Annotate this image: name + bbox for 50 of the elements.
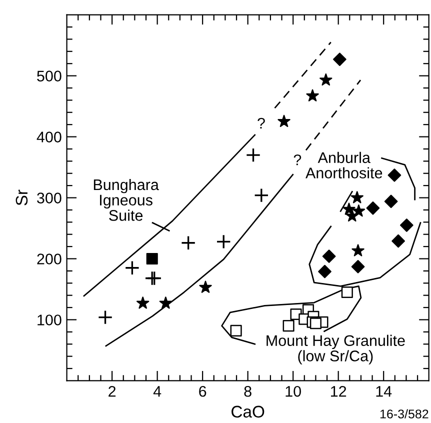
point (254, 188, 269, 203)
x-tick-label: 14 (376, 386, 392, 397)
point (230, 324, 242, 336)
x-tick-label: 8 (244, 386, 252, 397)
point (136, 296, 150, 309)
point (216, 234, 232, 250)
point (366, 201, 380, 215)
y-axis-title: Sr (16, 190, 28, 206)
annotation: Bunghara Igneous Suite (94, 178, 159, 221)
point (310, 318, 322, 330)
point (320, 73, 332, 86)
point (180, 235, 196, 250)
point (350, 191, 364, 204)
point (352, 204, 366, 217)
point (146, 252, 158, 265)
y-tick-label: 400 (36, 132, 62, 142)
x-axis-title: CaO (232, 406, 264, 418)
x-tick-label: 4 (153, 386, 162, 397)
point (346, 209, 358, 222)
point (306, 89, 319, 102)
point (282, 320, 294, 332)
annotation: Mount Hay Granulite (low Sr/Ca) (266, 334, 405, 364)
point (352, 244, 364, 256)
point (351, 260, 365, 274)
point (384, 194, 398, 208)
annotation: ? (294, 154, 302, 166)
x-tick-label: 12 (331, 386, 346, 397)
y-tick-label: 200 (37, 254, 62, 264)
text: 16-3/582 (380, 409, 428, 418)
y-tick-label: 300 (37, 192, 62, 204)
y-tick-label: 500 (37, 70, 62, 82)
point (318, 264, 332, 278)
x-tick-label: 10 (286, 386, 301, 397)
x-tick-label: 2 (108, 386, 116, 397)
point (159, 296, 172, 309)
point (124, 260, 140, 276)
point (388, 168, 402, 182)
point (400, 218, 414, 232)
point (322, 250, 336, 263)
point (392, 234, 405, 248)
point (199, 280, 212, 293)
point (278, 114, 290, 128)
point (98, 310, 113, 325)
y-tick-label: 100 (38, 314, 62, 326)
point (246, 148, 261, 162)
annotation: ? (258, 118, 265, 129)
annotation: Anburla Anorthosite (306, 152, 382, 178)
x-tick-label: 6 (199, 386, 206, 397)
point (341, 286, 353, 298)
point (333, 52, 346, 66)
